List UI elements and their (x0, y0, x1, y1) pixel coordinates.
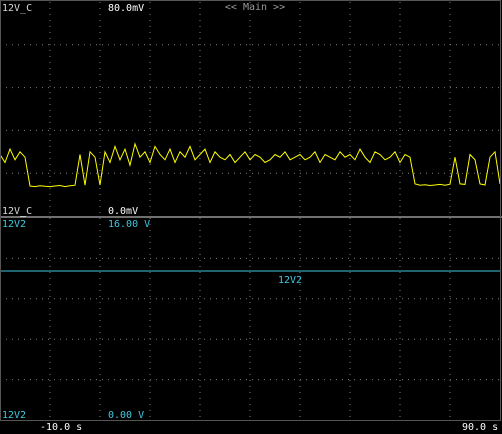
channel-label: 12V_C (2, 3, 32, 14)
time-label: -10.0 s (40, 422, 82, 433)
trace (0, 142, 501, 188)
frame (0, 0, 501, 421)
trace-label: 12V2 (278, 275, 302, 286)
time-label: 90.0 s (462, 422, 498, 433)
scale-label: 16.00 V (108, 219, 150, 230)
channel-label: 12V2 (2, 219, 26, 230)
view-title: << Main >> (225, 2, 285, 13)
scale-label: 0.0mV (108, 206, 138, 217)
channel-label: 12V2 (2, 410, 26, 421)
scale-label: 0.00 V (108, 410, 144, 421)
channel-label: 12V_C (2, 206, 32, 217)
scale-label: 80.0mV (108, 3, 144, 14)
